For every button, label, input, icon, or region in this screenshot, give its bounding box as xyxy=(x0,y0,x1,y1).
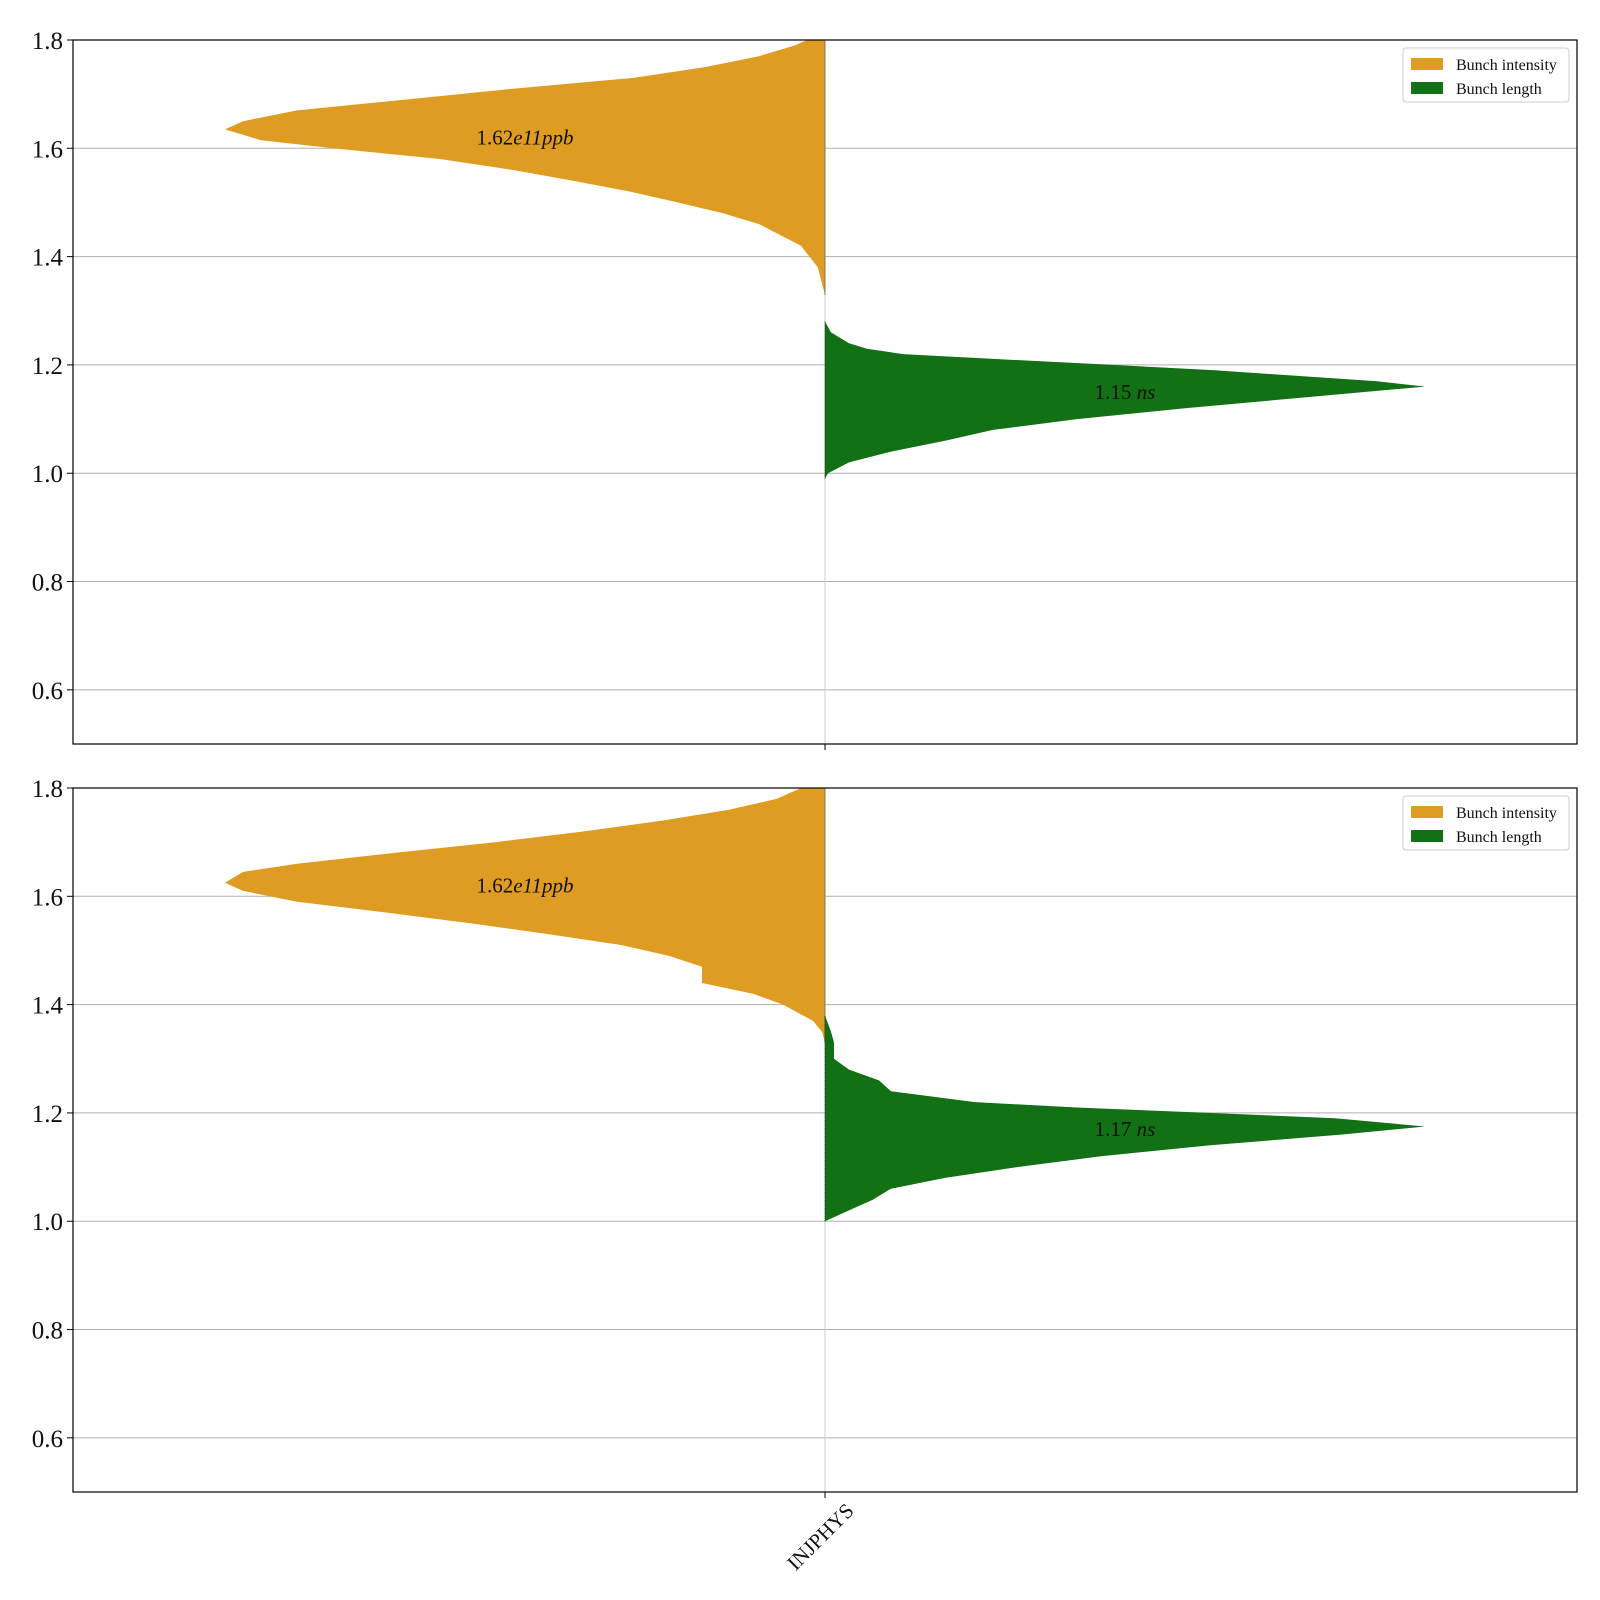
y-tick-label: 1.2 xyxy=(32,1101,63,1128)
y-tick-label: 1.0 xyxy=(32,461,63,488)
violin-panel-top: 0.6 0.8 1.0 1.2 1.4 1.6 1.8 1.62e11ppb 1.15 ns Bu… xyxy=(32,28,1578,750)
annotation-value: 1.15 xyxy=(1095,380,1132,404)
violin-bunch-length xyxy=(825,321,1425,479)
annotation-exponent: e11 xyxy=(513,873,542,897)
y-tick-label: 0.6 xyxy=(32,678,63,705)
x-tick-label: INJPHYS xyxy=(782,1499,858,1575)
annotation-value: 1.62 xyxy=(476,873,513,897)
annotation-unit: ppb xyxy=(540,125,574,149)
legend-label-intensity: Bunch intensity xyxy=(1456,57,1557,74)
legend-swatch-intensity xyxy=(1411,806,1443,818)
legend: Bunch intensity Bunch length xyxy=(1402,795,1570,851)
y-tick-label: 1.0 xyxy=(32,1209,63,1236)
y-tick-label: 0.8 xyxy=(32,570,63,597)
violin-bunch-intensity xyxy=(225,788,825,1043)
y-tick-label: 1.6 xyxy=(32,884,63,911)
legend-label-intensity: Bunch intensity xyxy=(1456,805,1557,822)
annotation-value: 1.62 xyxy=(476,125,513,149)
legend-box xyxy=(1402,795,1570,851)
violin-bunch-length xyxy=(825,1015,1425,1222)
legend-swatch-length xyxy=(1411,82,1443,94)
violin-bunch-intensity xyxy=(225,40,825,295)
y-tick-label: 1.4 xyxy=(32,245,64,272)
y-tick-label: 1.8 xyxy=(32,776,63,803)
median-annotation-length: 1.17 ns xyxy=(1095,1117,1156,1141)
annotation-value: 1.17 xyxy=(1095,1117,1132,1141)
y-tick-label: 0.6 xyxy=(32,1426,63,1453)
annotation-unit: ns xyxy=(1137,380,1156,404)
violin-panel-bottom: 0.6 0.8 1.0 1.2 1.4 1.6 1.8 1.62e11ppb 1.17 ns Bu… xyxy=(32,776,1578,1498)
legend-label-length: Bunch length xyxy=(1456,829,1542,846)
annotation-exponent: e11 xyxy=(513,125,542,149)
y-tick-label: 1.4 xyxy=(32,993,64,1020)
median-annotation-intensity: 1.62e11ppb xyxy=(476,125,573,149)
y-tick-label: 1.2 xyxy=(32,353,63,380)
median-annotation-intensity: 1.62e11ppb xyxy=(476,873,573,897)
y-tick-label: 1.8 xyxy=(32,28,63,55)
legend: Bunch intensity Bunch length xyxy=(1402,47,1570,103)
median-annotation-length: 1.15 ns xyxy=(1095,380,1156,404)
annotation-unit: ppb xyxy=(540,873,574,897)
legend-label-length: Bunch length xyxy=(1456,81,1542,98)
y-tick-label: 1.6 xyxy=(32,136,63,163)
y-tick-label: 0.8 xyxy=(32,1318,63,1345)
legend-swatch-length xyxy=(1411,830,1443,842)
legend-box xyxy=(1402,47,1570,103)
annotation-unit: ns xyxy=(1137,1117,1156,1141)
legend-swatch-intensity xyxy=(1411,58,1443,70)
